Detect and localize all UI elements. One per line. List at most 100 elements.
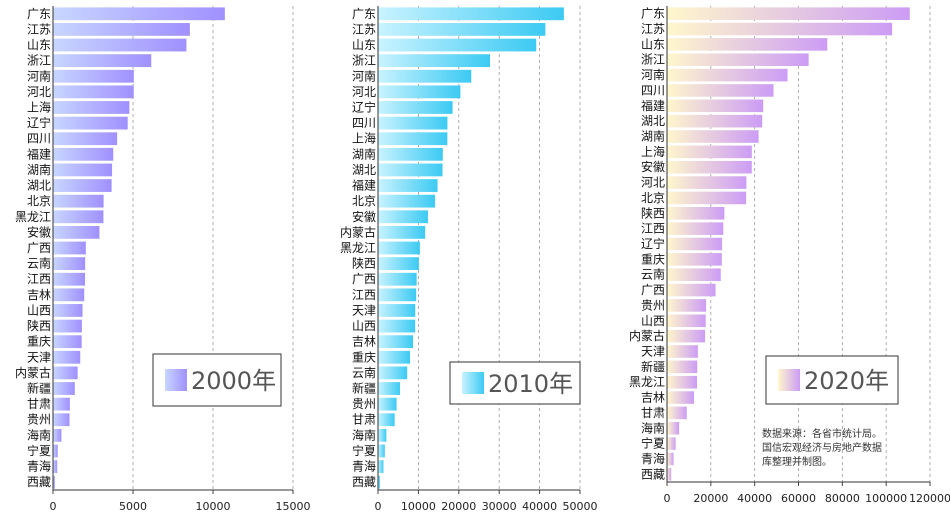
bar: 吉林: 12311	[667, 391, 694, 404]
bar: 湖南: 3692	[53, 163, 113, 177]
bar: 贵州: 17827	[667, 299, 707, 312]
category-label: 新疆	[352, 381, 376, 396]
category-label: 黑龙江	[15, 210, 51, 224]
category-label: 甘肃	[352, 413, 376, 427]
bar: 甘肃: 1053	[53, 397, 70, 411]
category-label: 江苏	[352, 22, 376, 36]
bar: 山东: 73129	[667, 38, 828, 51]
category-label: 重庆	[641, 252, 665, 266]
source-note-line: 库整理并制图。	[762, 455, 832, 468]
category-label: 河北	[352, 85, 376, 99]
category-label: 北京	[352, 194, 376, 208]
bar: 湖北: 3662	[53, 179, 112, 192]
bar: 云南: 2011	[53, 257, 86, 271]
category-label: 江西	[352, 288, 376, 302]
bar: 河南: 54997	[667, 68, 788, 82]
category-label: 吉林	[352, 335, 376, 349]
x-tick-label: 15000	[276, 500, 311, 513]
bar: 山东: 8337	[53, 38, 187, 52]
category-label: 广西	[352, 272, 376, 286]
bar: 福建: 43904	[667, 99, 764, 113]
category-label: 上海	[352, 131, 376, 146]
category-label: 山西	[641, 314, 665, 328]
category-label: 青海	[641, 451, 665, 466]
category-label: 新疆	[641, 359, 665, 374]
bar: 上海: 4771	[53, 101, 130, 114]
x-tick-label: 120000	[909, 492, 950, 505]
category-label: 江苏	[27, 22, 51, 36]
bar: 黑龙江: 3151	[53, 210, 104, 224]
category-label: 四川	[27, 132, 51, 146]
category-label: 北京	[641, 191, 665, 205]
bar: 江苏: 41425	[378, 23, 546, 36]
category-label: 西藏	[352, 475, 376, 489]
chart-panel-1: 0 5000 10000 15000 广东: 10741广东江苏: 8554江苏山东: …	[15, 6, 311, 513]
category-label: 山西	[352, 319, 376, 333]
bar: 江西: 9451	[378, 288, 417, 302]
legend-label: 2010年	[488, 370, 573, 398]
bar: 湖北: 43443	[667, 114, 763, 128]
bar: 宁夏: 1690	[378, 444, 385, 458]
bar: 辽宁: 18457	[378, 101, 453, 114]
category-label: 宁夏	[641, 436, 665, 451]
bar: 四川: 48599	[667, 84, 774, 97]
category-label: 宁夏	[27, 443, 51, 458]
bar: 云南: 24522	[667, 268, 721, 282]
bar: 海南: 526	[53, 428, 62, 442]
bar: 重庆: 7926	[378, 350, 411, 364]
category-label: 广东	[641, 7, 665, 21]
x-tick-label: 20000	[693, 492, 728, 505]
category-label: 四川	[641, 83, 665, 97]
bar: 新疆: 13798	[667, 360, 698, 374]
bar: 上海: 17166	[378, 132, 448, 146]
category-label: 湖南	[641, 129, 665, 144]
bar: 新疆: 5437	[378, 382, 400, 395]
category-label: 浙江	[352, 54, 376, 68]
category-label: 海南	[27, 427, 51, 442]
x-tick-label: 100000	[865, 492, 907, 505]
category-label: 福建	[352, 178, 376, 193]
category-label: 广东	[352, 7, 376, 21]
bar: 福建: 14737	[378, 179, 438, 192]
category-label: 广西	[27, 241, 51, 255]
bar: 北京: 3162	[53, 194, 104, 208]
x-tick-label: 10000	[196, 500, 231, 513]
bar: 湖北: 15968	[378, 163, 443, 177]
bar: 天津: 14084	[667, 345, 698, 358]
bar: 湖南: 41782	[667, 130, 759, 143]
bar: 天津: 1702	[53, 350, 81, 364]
category-label: 福建	[27, 146, 51, 161]
bar: 安徽: 38681	[667, 160, 752, 174]
category-label: 重庆	[27, 335, 51, 349]
category-label: 山东	[27, 38, 51, 52]
category-label: 河南	[352, 68, 376, 83]
category-label: 宁夏	[352, 443, 376, 458]
category-label: 湖北	[27, 178, 51, 193]
chart-panel-2: 0 10000 20000 30000 40000 50000 广东: 46013广东江苏:…	[340, 6, 598, 513]
category-label: 四川	[352, 116, 376, 130]
category-label: 山东	[641, 37, 665, 51]
category-label: 山西	[27, 303, 51, 317]
chart-panel-3: 0 20000 40000 60000 80000 100000 120000 广东: 110…	[629, 6, 950, 505]
bar: 山西: 9200	[378, 319, 416, 333]
bar: 辽宁: 4669	[53, 116, 128, 130]
x-tick-label: 80000	[825, 492, 860, 505]
bar: 北京: 36103	[667, 191, 747, 205]
legend-label: 2000年	[191, 367, 276, 395]
category-label: 西藏	[641, 467, 665, 481]
legend-swatch	[462, 372, 484, 394]
category-label: 贵州	[641, 298, 665, 312]
legend: 2000年	[152, 353, 282, 407]
bar: 江西: 2003	[53, 272, 86, 286]
category-label: 陕西	[27, 318, 51, 333]
bar: 福建: 3765	[53, 147, 114, 161]
category-label: 重庆	[352, 350, 376, 364]
x-tick-label: 30000	[482, 500, 517, 513]
category-label: 安徽	[27, 224, 51, 239]
bar: 天津: 9224	[378, 304, 416, 317]
bar: 上海: 38701	[667, 145, 752, 159]
bar: 重庆: 1791	[53, 335, 82, 349]
category-label: 上海	[641, 144, 665, 159]
bar: 贵州: 1030	[53, 413, 70, 427]
category-label: 西藏	[27, 475, 51, 489]
